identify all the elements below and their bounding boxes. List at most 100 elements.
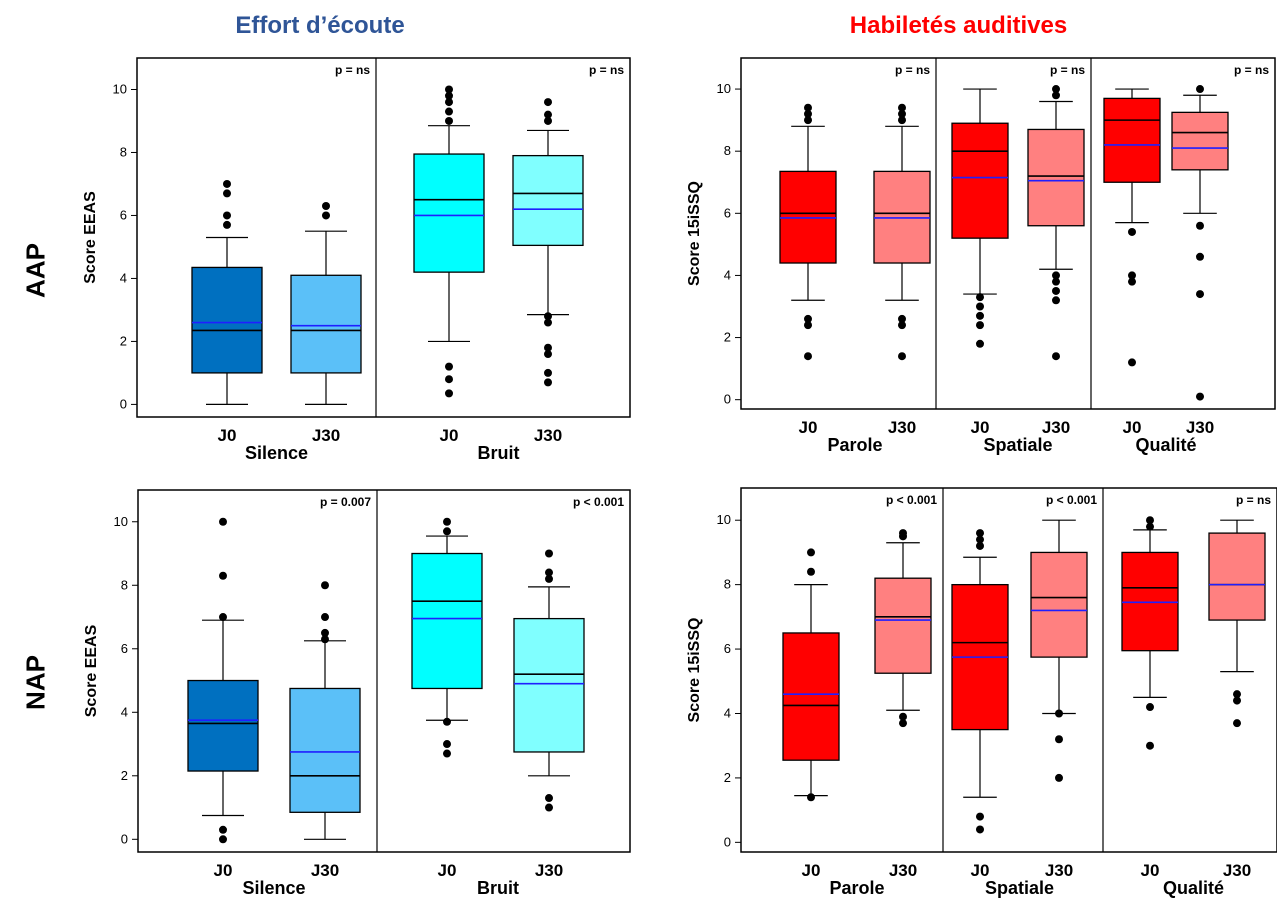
outlier-point	[443, 527, 451, 536]
x-category-label: J0	[799, 418, 818, 437]
y-tick-label: 6	[724, 205, 731, 220]
y-tick-label: 8	[121, 577, 128, 592]
p-value-label: p = ns	[1234, 63, 1269, 77]
x-group-label: Bruit	[478, 443, 520, 463]
outlier-point	[445, 85, 453, 94]
outlier-point	[1128, 358, 1136, 367]
y-tick-label: 8	[120, 144, 127, 159]
outlier-point	[898, 109, 906, 118]
y-axis-label: Score EEAS	[82, 191, 99, 284]
outlier-point	[807, 548, 815, 557]
outlier-point	[223, 220, 231, 229]
p-value-label: p = ns	[335, 63, 370, 77]
outlier-point	[976, 339, 984, 348]
outlier-point	[1055, 773, 1063, 782]
outlier-point	[976, 302, 984, 311]
outlier-point	[1233, 690, 1241, 699]
box-iqr	[782, 632, 840, 761]
box-iqr	[1171, 111, 1229, 171]
chart-aap-ssq: 0 2 4 6 8 10 Score 15iSSQ p = ns p = ns p = ns J0 J…	[686, 57, 1276, 455]
box-iqr	[1030, 551, 1088, 658]
outlier-point	[1128, 277, 1136, 286]
outlier-point	[976, 812, 984, 821]
x-category-label: J30	[535, 861, 563, 880]
outlier-point	[1146, 516, 1154, 525]
outlier-point	[544, 350, 552, 359]
y-tick-label: 2	[724, 330, 731, 345]
outlier-point	[545, 549, 553, 558]
x-category-label: J0	[971, 418, 990, 437]
box-iqr	[513, 617, 585, 753]
outlier-point	[898, 352, 906, 361]
box-iqr	[1027, 128, 1085, 227]
outlier-point	[804, 116, 812, 125]
outlier-point	[1052, 277, 1060, 286]
box-iqr	[1103, 97, 1161, 183]
outlier-point	[1052, 352, 1060, 361]
y-axis-label: Score EEAS	[83, 624, 100, 717]
x-category-label: J0	[802, 861, 821, 880]
y-tick-label: 2	[724, 770, 731, 785]
y-tick-label: 10	[717, 512, 731, 527]
chart-nap-eeas: 0 2 4 6 8 10 Score EEAS p = 0.007 p < 0.001 J0 J30…	[83, 489, 631, 898]
outlier-point	[445, 375, 453, 384]
outlier-point	[898, 103, 906, 112]
outlier-point	[976, 293, 984, 302]
y-tick-label: 4	[724, 267, 731, 282]
outlier-point	[219, 825, 227, 834]
outlier-point	[1055, 735, 1063, 744]
y-tick-label: 4	[121, 704, 128, 719]
outlier-point	[445, 116, 453, 125]
outlier-point	[1052, 91, 1060, 100]
box-iqr	[289, 687, 361, 813]
x-category-label: J30	[1042, 418, 1070, 437]
x-category-label: J30	[1223, 861, 1251, 880]
outlier-point	[1233, 696, 1241, 705]
outlier-point	[219, 571, 227, 580]
outlier-point	[807, 567, 815, 576]
outlier-point	[445, 91, 453, 100]
p-value-label: p < 0.001	[886, 493, 937, 507]
box-iqr	[413, 153, 485, 273]
outlier-point	[976, 321, 984, 330]
outlier-point	[321, 613, 329, 622]
plot-frame	[740, 57, 1276, 410]
outlier-point	[545, 794, 553, 803]
x-group-label: Parole	[829, 878, 884, 898]
outlier-point	[219, 835, 227, 844]
x-category-label: J30	[1045, 861, 1073, 880]
x-category-label: J0	[438, 861, 457, 880]
outlier-point	[219, 517, 227, 526]
y-tick-label: 0	[724, 834, 731, 849]
x-group-label: Parole	[827, 435, 882, 455]
outlier-point	[1052, 296, 1060, 305]
outlier-point	[1128, 227, 1136, 236]
x-group-label: Qualité	[1135, 435, 1196, 455]
outlier-point	[544, 98, 552, 107]
outlier-point	[1128, 271, 1136, 280]
outlier-point	[976, 825, 984, 834]
p-value-label: p = ns	[895, 63, 930, 77]
box-iqr	[290, 274, 362, 374]
outlier-point	[899, 529, 907, 538]
box-iqr	[191, 266, 263, 374]
outlier-point	[321, 581, 329, 590]
box-iqr	[951, 122, 1009, 239]
p-value-label: p < 0.001	[1046, 493, 1097, 507]
outlier-point	[1052, 85, 1060, 94]
outlier-point	[545, 803, 553, 812]
outlier-point	[223, 179, 231, 188]
y-tick-label: 0	[121, 831, 128, 846]
y-tick-label: 8	[724, 143, 731, 158]
y-tick-label: 10	[717, 81, 731, 96]
box-iqr	[411, 552, 483, 690]
outlier-point	[1196, 85, 1204, 94]
p-value-label: p = 0.007	[320, 495, 371, 509]
p-value-label: p < 0.001	[573, 495, 624, 509]
outlier-point	[976, 311, 984, 320]
box-iqr	[187, 679, 259, 772]
x-category-label: J0	[214, 861, 233, 880]
outlier-point	[223, 211, 231, 220]
outlier-point	[899, 719, 907, 728]
outlier-point	[545, 568, 553, 577]
